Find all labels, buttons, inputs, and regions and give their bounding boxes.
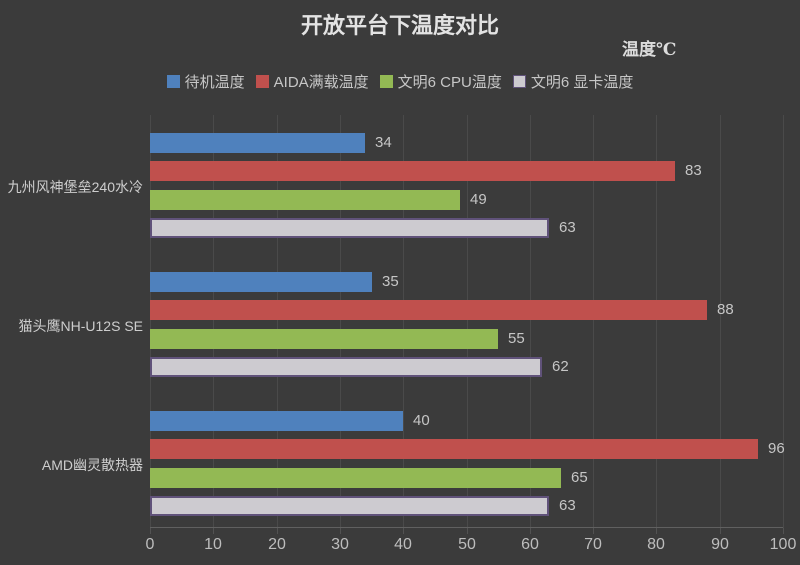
chart-legend: 待机温度 AIDA满载温度 文明6 CPU温度 文明6 显卡温度 (0, 71, 800, 91)
bar (150, 357, 542, 377)
gridline (467, 115, 468, 528)
chart-title: 开放平台下温度对比 (300, 13, 499, 38)
legend-item: 待机温度 (166, 71, 245, 92)
x-axis-tick (530, 528, 531, 534)
legend-swatch-icon (512, 74, 526, 88)
bar-value-label: 34 (375, 134, 392, 151)
bar (150, 133, 365, 153)
gridline (403, 115, 404, 528)
legend-swatch-icon (379, 74, 393, 88)
legend-label: 文明6 显卡温度 (530, 73, 634, 91)
x-axis-tick (213, 528, 214, 534)
plot-area: 34 83 49 63 35 88 55 62 40 96 65 63 (150, 115, 785, 534)
bar (150, 161, 675, 181)
bar-value-label: 40 (413, 412, 430, 429)
x-tick-label: 70 (584, 536, 602, 553)
x-axis-tick (150, 528, 151, 534)
bar-value-label: 63 (559, 219, 576, 236)
gridline (213, 115, 214, 528)
legend-label: 待机温度 (184, 73, 245, 91)
bar (150, 468, 561, 488)
gridline (783, 115, 784, 528)
bar-value-label: 63 (559, 497, 576, 514)
bar (150, 439, 758, 459)
category-label: AMD幽灵散热器 (41, 457, 143, 473)
x-axis-tick (403, 528, 404, 534)
x-tick-label: 40 (394, 536, 412, 553)
gridline (277, 115, 278, 528)
bar-value-label: 88 (717, 301, 734, 318)
bar (150, 496, 549, 516)
bar-value-label: 49 (470, 191, 487, 208)
gridline (656, 115, 657, 528)
axis-unit-label: 温度℃ (622, 40, 677, 59)
x-tick-label: 20 (268, 536, 286, 553)
bar (150, 329, 498, 349)
legend-label: AIDA满载温度 (273, 73, 369, 91)
bar (150, 218, 549, 238)
x-axis-line (150, 527, 783, 528)
legend-item: 文明6 CPU温度 (379, 71, 502, 92)
x-axis-tick (783, 528, 784, 534)
bar (150, 300, 707, 320)
bar (150, 272, 372, 292)
x-tick-label: 30 (331, 536, 349, 553)
legend-swatch-icon (166, 74, 180, 88)
x-tick-label: 80 (647, 536, 665, 553)
bar-value-label: 65 (571, 469, 588, 486)
bar (150, 411, 403, 431)
x-tick-label: 60 (521, 536, 539, 553)
x-tick-label: 90 (711, 536, 729, 553)
x-tick-label: 100 (769, 536, 797, 553)
legend-item: 文明6 显卡温度 (512, 71, 634, 92)
x-tick-label: 50 (458, 536, 476, 553)
x-axis-tick (277, 528, 278, 534)
gridline (340, 115, 341, 528)
legend-item: AIDA满载温度 (255, 71, 369, 92)
x-axis-tick (593, 528, 594, 534)
gridline (720, 115, 721, 528)
gridline (150, 115, 151, 528)
bar-value-label: 55 (508, 330, 525, 347)
x-axis-tick (656, 528, 657, 534)
gridline (593, 115, 594, 528)
bar (150, 190, 460, 210)
bar-value-label: 96 (768, 440, 785, 457)
bar-value-label: 62 (552, 358, 569, 375)
x-tick-label: 0 (145, 536, 155, 553)
category-label: 猫头鹰NH-U12S SE (18, 318, 143, 334)
x-axis-tick (467, 528, 468, 534)
category-label: 九州风神堡垒240水冷 (7, 179, 143, 195)
gridline (530, 115, 531, 528)
x-axis-tick (340, 528, 341, 534)
legend-swatch-icon (255, 74, 269, 88)
bar-value-label: 35 (382, 273, 399, 290)
bar-value-label: 83 (685, 162, 702, 179)
legend-label: 文明6 CPU温度 (397, 73, 502, 91)
x-tick-label: 10 (204, 536, 222, 553)
x-axis-tick (720, 528, 721, 534)
